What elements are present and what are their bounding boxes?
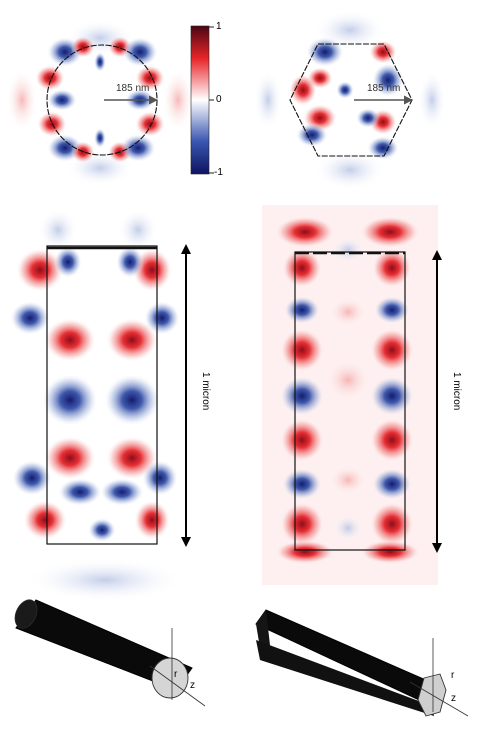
prism-axis-r-label: r bbox=[451, 670, 455, 681]
cylinder-end-face bbox=[151, 657, 189, 699]
field-lobes-circle bbox=[6, 20, 194, 186]
colorbar-mid-label: 0 bbox=[216, 94, 222, 105]
axis-z bbox=[409, 681, 469, 717]
axis-z bbox=[149, 665, 206, 707]
circle-radius-label: 185 nm bbox=[116, 83, 150, 94]
colorbar-max-label: 1 bbox=[216, 21, 222, 32]
cylinder-axis-r-label: r bbox=[174, 669, 178, 680]
wire-outline-circle-side bbox=[46, 245, 158, 545]
circle-scale-label: 1 micron bbox=[200, 372, 211, 411]
prism-axis-z-label: z bbox=[451, 693, 456, 704]
wire-boundary-hexagon bbox=[289, 43, 413, 157]
hexagon-radius-label: 185 nm bbox=[367, 83, 401, 94]
field-lobes-hexagon-side bbox=[262, 205, 438, 585]
colorbar-gradient bbox=[190, 25, 210, 175]
panel-circle-side-view bbox=[10, 208, 191, 602]
field-lobes-circle-side bbox=[10, 208, 185, 602]
cylinder-rod bbox=[14, 599, 206, 707]
colorbar-min-label: -1 bbox=[214, 167, 223, 178]
panel-hexagon-side-view bbox=[262, 205, 442, 585]
field-lobes-hexagon bbox=[254, 10, 446, 190]
hexagon-scale-label: 1 micron bbox=[451, 372, 462, 411]
colorbar bbox=[190, 25, 214, 175]
hexagonal-prism-rod bbox=[255, 609, 469, 717]
panel-circle-cross-section bbox=[6, 20, 194, 186]
cylinder-axis-z-label: z bbox=[190, 680, 195, 691]
panel-hexagon-cross-section bbox=[254, 10, 446, 190]
